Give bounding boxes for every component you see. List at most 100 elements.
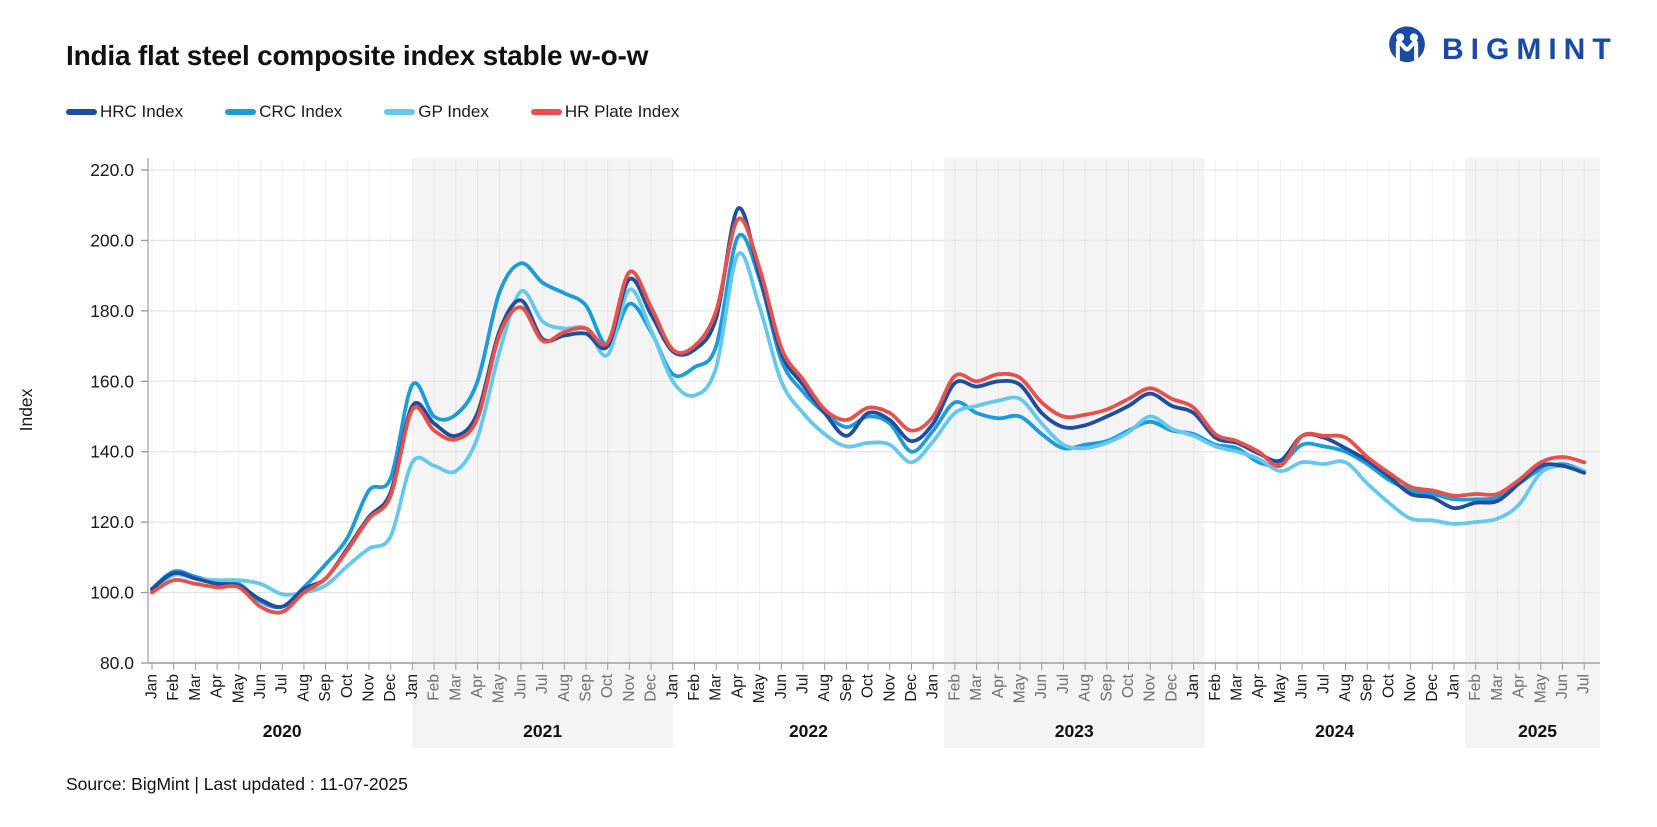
month-label: Dec xyxy=(1424,674,1441,702)
month-label: Feb xyxy=(426,674,443,701)
month-label: Apr xyxy=(1511,674,1528,698)
month-label: Oct xyxy=(1380,673,1397,698)
y-tick-label: 200.0 xyxy=(90,230,134,250)
month-label: Feb xyxy=(1207,674,1224,701)
month-label: Dec xyxy=(1163,674,1180,702)
shaded-year-band xyxy=(944,158,1205,748)
month-label: Jun xyxy=(1554,674,1571,699)
month-label: Jan xyxy=(144,674,161,699)
month-label: Sep xyxy=(1359,674,1376,702)
axes xyxy=(147,158,1600,664)
month-label: Apr xyxy=(1250,674,1267,698)
legend-swatch xyxy=(66,109,97,115)
month-label: Jan xyxy=(1185,674,1202,699)
month-label: Jul xyxy=(795,674,812,694)
series-gp-index xyxy=(150,251,1587,597)
month-label: Jan xyxy=(1446,674,1463,699)
legend-item-hrc-index[interactable]: HRC Index xyxy=(66,102,183,122)
month-label: Aug xyxy=(295,674,312,702)
month-label: Mar xyxy=(1489,674,1506,701)
year-label: 2022 xyxy=(789,721,828,741)
month-label: Oct xyxy=(860,673,877,698)
month-label: Mar xyxy=(187,674,204,701)
series-lines xyxy=(150,206,1587,615)
month-label: Nov xyxy=(621,674,638,702)
month-label: Aug xyxy=(1337,674,1354,702)
month-label: Jul xyxy=(1315,674,1332,694)
month-label: Sep xyxy=(578,674,595,702)
month-label: Mar xyxy=(968,674,985,701)
month-label: Jan xyxy=(925,674,942,699)
month-label: Jun xyxy=(1033,674,1050,699)
y-tick-label: 140.0 xyxy=(90,442,134,462)
month-label: Sep xyxy=(838,674,855,702)
year-label: 2025 xyxy=(1518,721,1557,741)
month-label: May xyxy=(230,674,247,704)
y-axis-title: Index xyxy=(16,388,36,431)
y-tick-label: 100.0 xyxy=(90,583,134,603)
x-axis-labels: Jan Feb Mar Apr May Jun Jul Aug Sep Oct Nov Dec Jan F… xyxy=(144,663,1593,703)
year-label: 2020 xyxy=(263,721,302,741)
month-label: Jul xyxy=(534,674,551,694)
month-label: Jun xyxy=(252,674,269,699)
y-axis-labels: 80.0 100.0 120.0 140.0 160.0 180.0 200.0 220.0 xyxy=(90,160,148,673)
month-label: May xyxy=(1272,674,1289,704)
y-tick-label: 220.0 xyxy=(90,160,134,180)
month-label: Sep xyxy=(317,674,334,702)
month-label: Jan xyxy=(664,674,681,699)
month-label: Oct xyxy=(599,673,616,698)
month-label: Jul xyxy=(1576,674,1593,694)
year-labels: 2020 2021 2022 2023 2024 2025 xyxy=(263,721,1558,741)
month-label: Jul xyxy=(1055,674,1072,694)
legend-item-gp-index[interactable]: GP Index xyxy=(384,102,489,122)
month-label: Nov xyxy=(881,674,898,702)
y-tick-label: 180.0 xyxy=(90,301,134,321)
month-label: Apr xyxy=(729,674,746,698)
year-label: 2021 xyxy=(523,721,562,741)
month-label: May xyxy=(491,674,508,704)
month-label: Apr xyxy=(209,674,226,698)
month-label: Nov xyxy=(1402,674,1419,702)
legend-label: GP Index xyxy=(418,102,489,121)
month-label: Aug xyxy=(816,674,833,702)
y-tick-label: 80.0 xyxy=(100,653,134,673)
year-label: 2023 xyxy=(1055,721,1094,741)
y-gridlines xyxy=(148,169,1600,594)
legend-item-crc-index[interactable]: CRC Index xyxy=(225,102,342,122)
month-label: Apr xyxy=(990,674,1007,698)
month-label: Feb xyxy=(165,674,182,701)
month-label: Jan xyxy=(404,674,421,699)
legend-swatch xyxy=(384,109,416,115)
month-label: Jun xyxy=(512,674,529,699)
month-label: Nov xyxy=(361,674,378,702)
legend-item-hr-plate-index[interactable]: HR Plate Index xyxy=(530,102,679,122)
month-label: May xyxy=(751,674,768,704)
month-label: Feb xyxy=(686,674,703,701)
bigmint-logo[interactable]: BIGMINT xyxy=(1385,24,1618,75)
month-label: Feb xyxy=(1467,674,1484,701)
legend-swatch xyxy=(225,109,257,115)
month-label: Apr xyxy=(469,674,486,698)
month-label: Sep xyxy=(1098,674,1115,702)
month-label: May xyxy=(1532,674,1549,704)
series-hr-plate-index xyxy=(150,216,1587,615)
month-label: Dec xyxy=(903,674,920,702)
source-note: Source: BigMint | Last updated : 11-07-2… xyxy=(66,774,408,794)
month-label: May xyxy=(1012,674,1029,704)
y-tick-label: 120.0 xyxy=(90,512,134,532)
page-title: India flat steel composite index stable … xyxy=(66,40,649,71)
shaded-year-band xyxy=(1464,158,1600,748)
legend-label: CRC Index xyxy=(259,102,343,121)
month-label: Jun xyxy=(1294,674,1311,699)
month-label: Aug xyxy=(556,674,573,702)
month-label: Oct xyxy=(339,673,356,698)
month-label: Dec xyxy=(643,674,660,702)
month-label: Mar xyxy=(447,674,464,701)
legend-label: HRC Index xyxy=(100,102,184,121)
month-label: Aug xyxy=(1077,674,1094,702)
bigmint-logo-text: BIGMINT xyxy=(1442,32,1618,66)
month-label: Mar xyxy=(1229,674,1246,701)
month-label: Jul xyxy=(274,674,291,694)
